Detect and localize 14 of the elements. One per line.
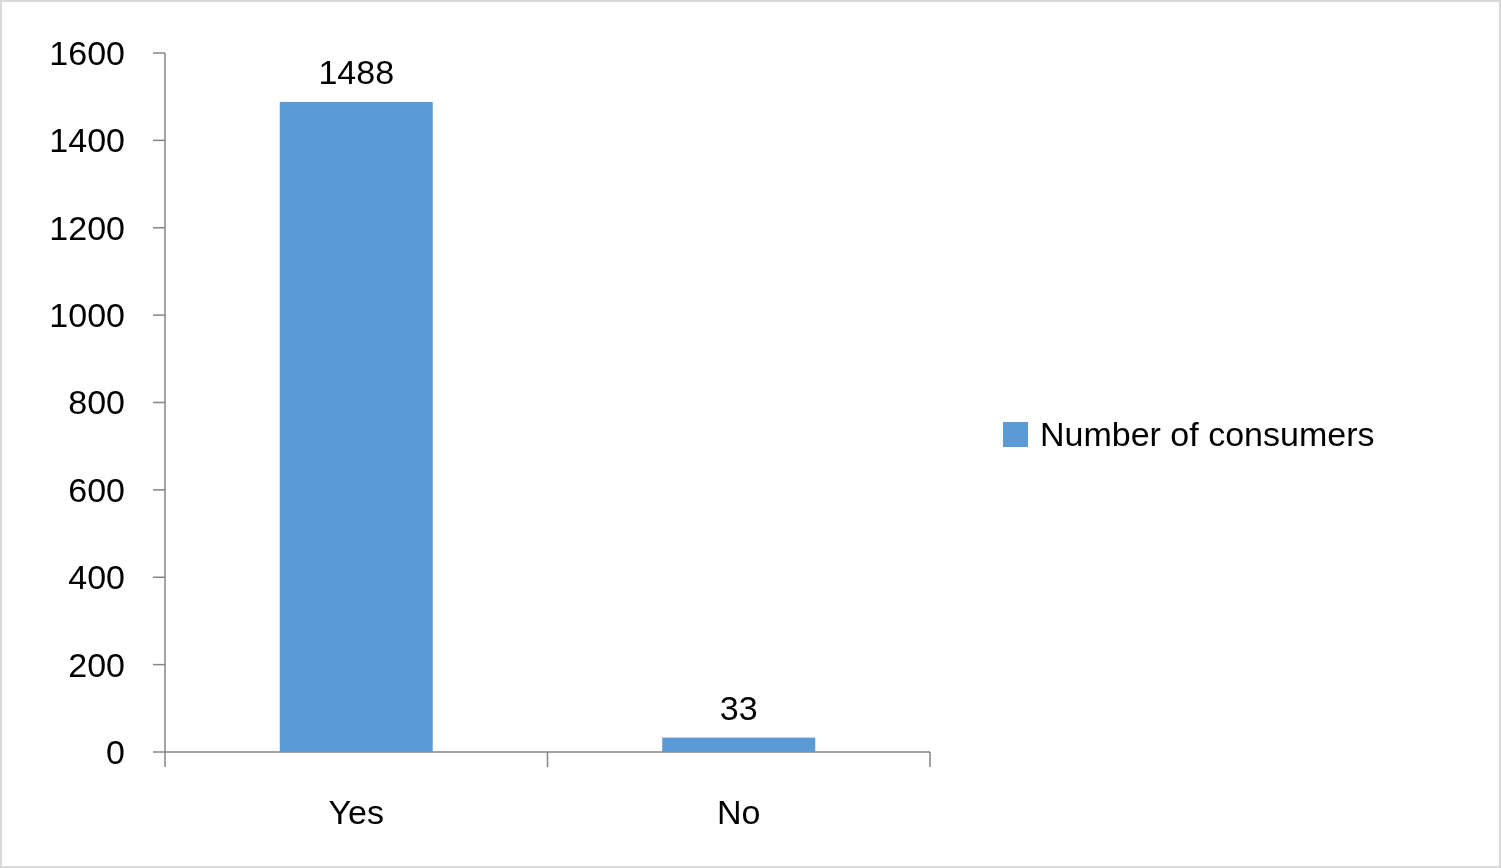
legend-label: Number of consumers xyxy=(1040,414,1375,453)
y-tick-label: 1400 xyxy=(49,121,125,160)
data-label: 1488 xyxy=(318,52,395,91)
x-tick-label: Yes xyxy=(328,793,384,831)
y-tick-label: 0 xyxy=(106,732,125,771)
y-tick-label: 400 xyxy=(68,558,125,597)
x-tick-label: No xyxy=(717,793,761,831)
y-tick-label: 200 xyxy=(68,645,125,684)
y-tick-label: 1600 xyxy=(49,33,125,72)
y-tick-label: 600 xyxy=(68,470,125,509)
y-tick-label: 1000 xyxy=(49,296,125,335)
data-label: 33 xyxy=(719,688,758,727)
y-tick-label: 1200 xyxy=(49,208,125,247)
y-tick-label: 800 xyxy=(68,383,125,422)
